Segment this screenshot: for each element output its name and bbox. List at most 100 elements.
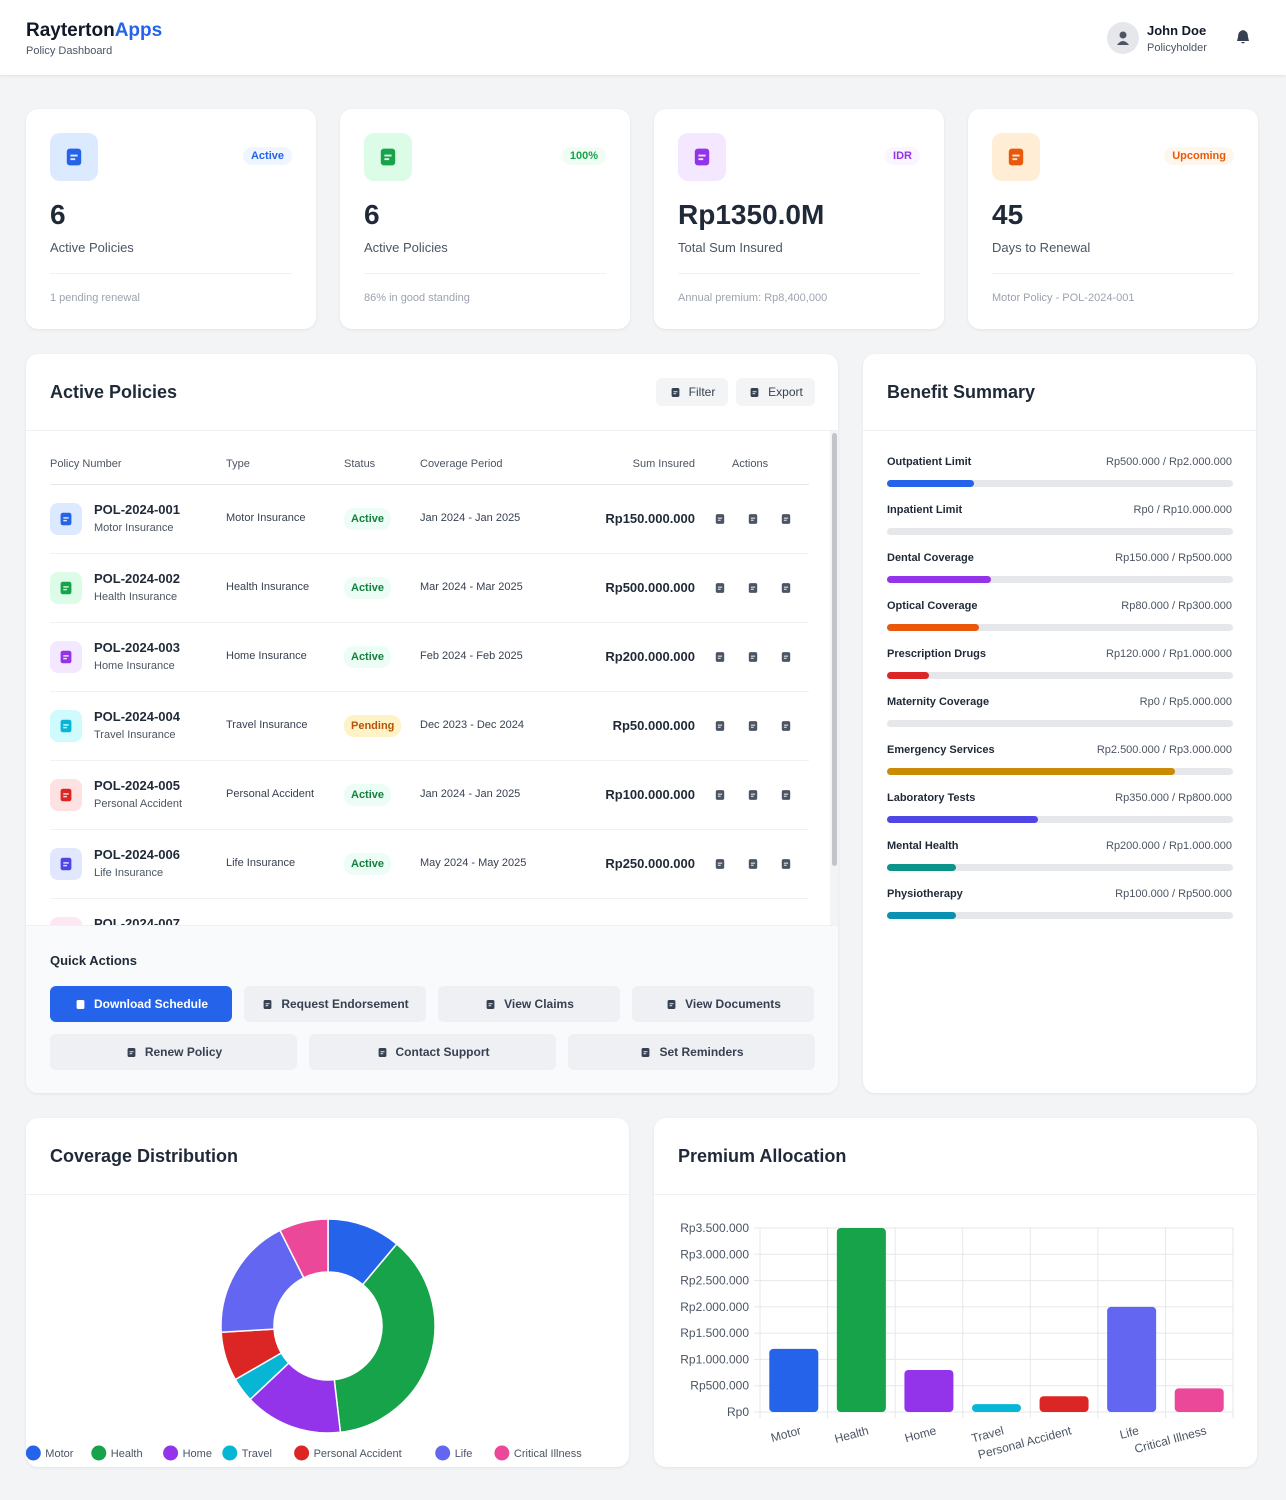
policy-name: Personal Accident xyxy=(94,798,183,810)
row-rule xyxy=(50,898,809,899)
icon-detail xyxy=(78,1004,82,1006)
icon-detail xyxy=(380,1052,383,1054)
icon-detail xyxy=(717,726,721,728)
notification-bell[interactable] xyxy=(1234,28,1252,46)
download-action[interactable] xyxy=(779,788,793,802)
icon-detail xyxy=(717,862,723,864)
icon-detail xyxy=(63,862,69,864)
bar xyxy=(1039,1396,1089,1412)
icon-detail xyxy=(669,1004,673,1006)
download-action[interactable] xyxy=(779,581,793,595)
stat-card: 100% 6 Active Policies 86% in good standing xyxy=(340,109,630,329)
download-action[interactable] xyxy=(779,650,793,664)
action-button[interactable]: Download Schedule xyxy=(50,986,232,1022)
benefit-name: Emergency Services xyxy=(887,744,995,756)
action-button[interactable]: Set Reminders xyxy=(568,1034,815,1070)
coverage-period: May 2024 - May 2025 xyxy=(420,857,527,869)
benefits-panel: Benefit Summary Outpatient Limit Rp500.000… xyxy=(863,354,1256,1093)
view-action[interactable] xyxy=(713,788,727,802)
stat-label: Active Policies xyxy=(364,240,448,255)
action-button[interactable]: View Claims xyxy=(438,986,620,1022)
icon-shape xyxy=(748,721,758,731)
edit-action[interactable] xyxy=(746,788,760,802)
icon-shape xyxy=(1008,148,1024,166)
legend-swatch xyxy=(222,1445,238,1461)
icon-shape xyxy=(671,387,680,397)
icon-detail xyxy=(750,655,756,657)
policy-name: Life Insurance xyxy=(94,867,164,879)
legend-swatch xyxy=(294,1445,310,1461)
coverage-period: Jan 2024 - Jan 2025 xyxy=(420,788,521,800)
icon-shape xyxy=(748,583,758,593)
icon-detail xyxy=(63,517,69,519)
action-button[interactable]: Request Endorsement xyxy=(244,986,426,1022)
icon-detail xyxy=(1012,158,1018,161)
download-action[interactable] xyxy=(779,512,793,526)
toolbar-button[interactable]: Export xyxy=(736,378,815,406)
icon xyxy=(750,387,759,397)
stat-badge: IDR xyxy=(885,147,920,165)
progress-track xyxy=(887,720,1233,727)
icon-detail xyxy=(750,586,756,588)
action-button[interactable]: Renew Policy xyxy=(50,1034,297,1070)
donut-slice xyxy=(278,1218,329,1279)
button-label: Renew Policy xyxy=(144,1045,223,1059)
coverage-card: Coverage Distribution Motor Health Home Trav… xyxy=(26,1118,629,1467)
icon-detail xyxy=(1012,154,1020,157)
view-action[interactable] xyxy=(713,719,727,733)
policy-table: Policy Number Type Status Coverage Period Su… xyxy=(26,431,838,925)
policy-id: POL-2024-002 xyxy=(94,571,180,586)
edit-action[interactable] xyxy=(746,512,760,526)
button-label: Filter xyxy=(688,385,716,399)
view-action[interactable] xyxy=(713,857,727,871)
view-action[interactable] xyxy=(713,581,727,595)
icon-detail xyxy=(673,392,676,394)
icon-detail xyxy=(783,726,787,728)
benefit-amount: Rp150.000 / Rp500.000 xyxy=(1115,552,1232,564)
policy-id: POL-2024-005 xyxy=(94,778,180,793)
stat-label: Active Policies xyxy=(50,240,134,255)
icon-shape xyxy=(76,999,85,1009)
edit-action[interactable] xyxy=(746,719,760,733)
icon-detail xyxy=(783,588,787,590)
icon-detail xyxy=(750,795,754,797)
download-action[interactable] xyxy=(779,719,793,733)
status-badge: Active xyxy=(344,853,392,875)
stat-badge: 100% xyxy=(561,147,606,165)
column-header: Actions xyxy=(732,458,769,470)
avatar-body xyxy=(1117,41,1129,45)
stat-icon xyxy=(992,133,1040,181)
icon-shape xyxy=(127,1047,136,1057)
bell-shape xyxy=(1237,30,1249,44)
policy-icon xyxy=(50,917,82,925)
benefit-amount: Rp100.000 / Rp500.000 xyxy=(1115,888,1232,900)
sum-insured: Rp500.000.000 xyxy=(605,580,695,595)
download-action[interactable] xyxy=(779,857,793,871)
policy-icon xyxy=(50,779,82,811)
action-button[interactable]: Contact Support xyxy=(309,1034,556,1070)
icon-detail xyxy=(717,795,721,797)
edit-action[interactable] xyxy=(746,857,760,871)
icon-detail xyxy=(70,154,78,157)
icon-detail xyxy=(63,724,69,726)
view-action[interactable] xyxy=(713,512,727,526)
icon-detail xyxy=(717,724,723,726)
bar xyxy=(904,1369,954,1412)
edit-action[interactable] xyxy=(746,650,760,664)
icon-detail xyxy=(783,795,787,797)
action-button[interactable]: View Documents xyxy=(632,986,814,1022)
stat-card: IDR Rp1350.0M Total Sum Insured Annual prem… xyxy=(654,109,944,329)
scrollbar-thumb[interactable] xyxy=(832,433,837,866)
icon-detail xyxy=(750,864,754,866)
edit-action[interactable] xyxy=(746,581,760,595)
chart-title: Coverage Distribution xyxy=(50,1146,239,1166)
bar xyxy=(836,1228,886,1412)
toolbar-button[interactable]: Filter xyxy=(656,378,728,406)
panel-title: Benefit Summary xyxy=(887,382,1036,402)
benefit-name: Outpatient Limit xyxy=(887,456,972,468)
icon-shape xyxy=(748,859,758,869)
stat-card: Upcoming 45 Days to Renewal Motor Policy - … xyxy=(968,109,1258,329)
coverage-period: Jan 2024 - Jan 2025 xyxy=(420,512,521,524)
view-action[interactable] xyxy=(713,650,727,664)
icon-shape xyxy=(60,857,72,871)
